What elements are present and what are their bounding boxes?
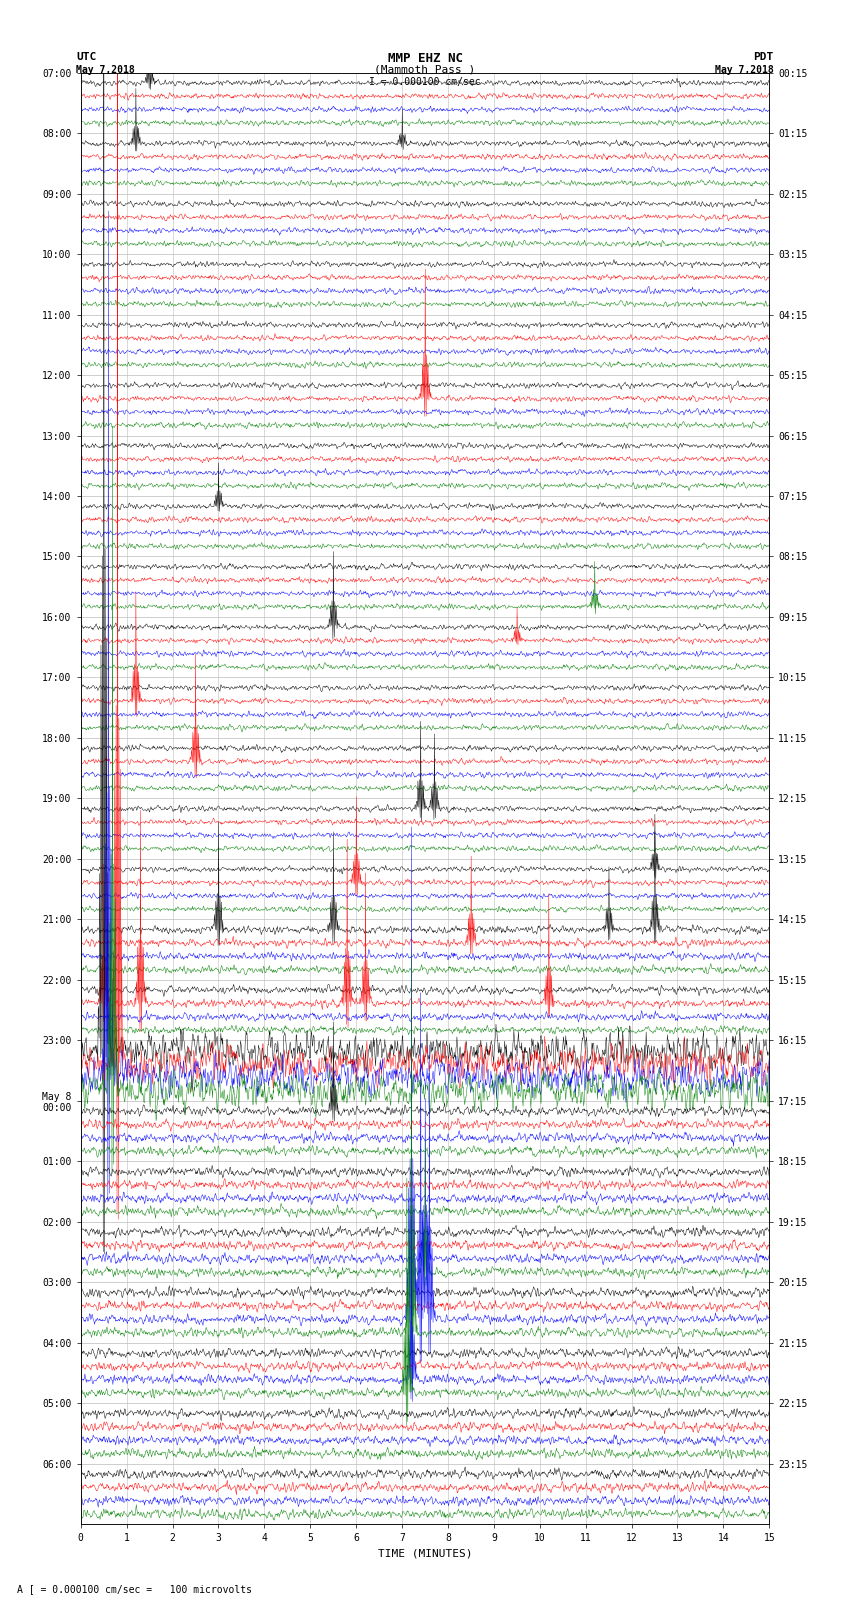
Text: May 7,2018: May 7,2018 [715, 65, 774, 74]
X-axis label: TIME (MINUTES): TIME (MINUTES) [377, 1548, 473, 1558]
Text: (Mammoth Pass ): (Mammoth Pass ) [374, 65, 476, 74]
Text: I = 0.000100 cm/sec: I = 0.000100 cm/sec [369, 77, 481, 87]
Text: UTC: UTC [76, 52, 97, 61]
Text: PDT: PDT [753, 52, 774, 61]
Text: MMP EHZ NC: MMP EHZ NC [388, 52, 462, 65]
Text: A [ = 0.000100 cm/sec =   100 microvolts: A [ = 0.000100 cm/sec = 100 microvolts [17, 1584, 252, 1594]
Text: May 7,2018: May 7,2018 [76, 65, 135, 74]
